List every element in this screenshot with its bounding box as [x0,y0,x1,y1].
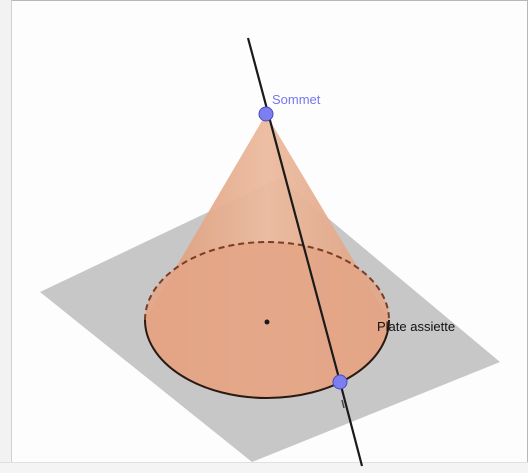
axis-line-lower[interactable] [338,381,364,467]
intersection-point[interactable] [332,374,348,390]
cone-base-edge-visible [144,319,390,399]
plane-label[interactable]: Plate assiette [377,319,455,334]
base-center-point[interactable] [264,319,270,325]
vertex-label[interactable]: Sommet [272,92,321,107]
bottom-border [0,462,528,473]
axis-tick [341,399,345,409]
vertex-point[interactable] [258,106,274,122]
left-border [0,0,12,472]
axis-line[interactable] [246,37,342,383]
